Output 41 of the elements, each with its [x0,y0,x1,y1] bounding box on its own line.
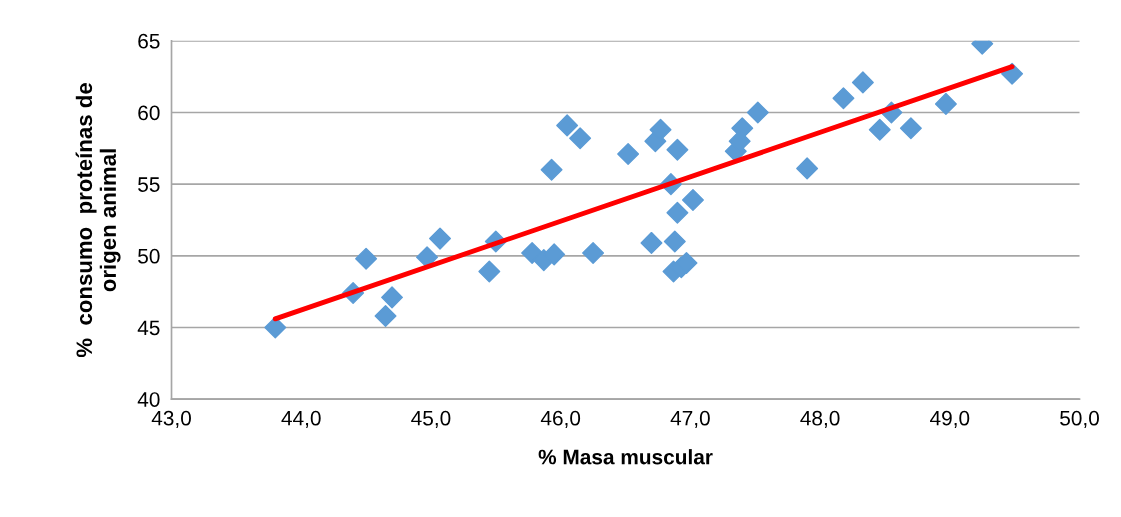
point [540,158,563,181]
point [796,157,819,180]
x-tick-label: 47,0 [670,410,710,428]
point [666,138,689,161]
point [355,247,378,270]
x-tick-label: 45,0 [411,410,451,428]
point [640,231,663,254]
point [934,92,957,115]
point [582,241,605,264]
point [264,316,287,339]
point [899,117,922,140]
point [381,286,404,309]
y-tick-label: 50 [138,248,160,264]
point [569,127,592,150]
y-tick-label: 40 [137,392,160,407]
point [429,227,452,250]
point [868,118,891,141]
y-tick-label: 65 [138,33,160,49]
y-tick-label: 55 [138,177,160,192]
x-tick-label: 48,0 [800,410,840,428]
point [649,118,672,141]
y-tick-label: 60 [138,105,160,121]
point [556,114,579,137]
point [374,305,397,327]
x-tick-label: 49,0 [930,410,970,428]
x-tick-label: 46,0 [540,410,581,428]
x-tick-label: 44,0 [281,410,321,428]
point [832,87,855,110]
x-tick-label: 43,0 [151,410,191,428]
point [617,143,640,166]
point [851,71,874,94]
point [663,230,686,253]
point [746,101,769,124]
x-tick-label: 50,0 [1060,410,1099,428]
point [666,201,689,224]
point [478,260,501,283]
point [681,188,704,211]
y-axis-title: % consumo proteínas de origen animal [75,83,121,358]
point [543,243,566,266]
y-tick-label: 45 [137,320,160,336]
x-axis-title: % Masa muscular [538,449,713,465]
